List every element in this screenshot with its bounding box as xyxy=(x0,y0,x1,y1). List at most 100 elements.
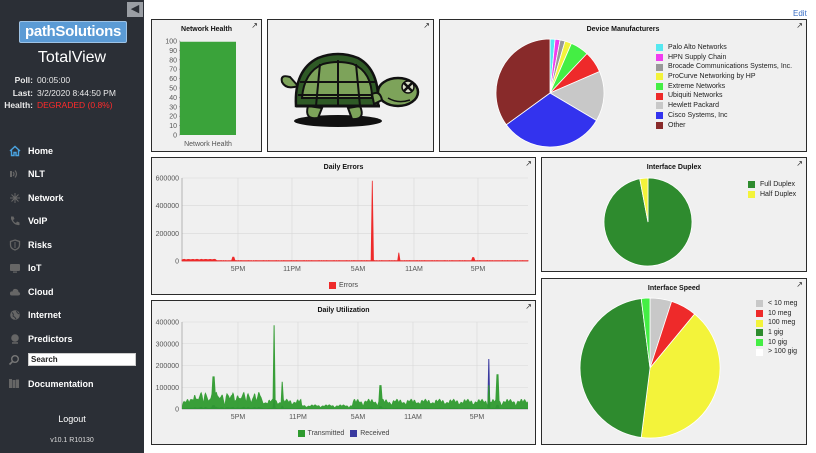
y-tick-label: 90 xyxy=(169,48,177,55)
manufacturer-legend-item[interactable]: Ubiquiti Networks xyxy=(656,91,792,101)
speed-legend-item[interactable]: < 10 meg xyxy=(756,299,797,309)
expand-icon[interactable]: ↗ xyxy=(796,280,803,289)
duplex-legend-item[interactable]: Full Duplex xyxy=(748,180,796,190)
legend-label: Brocade Communications Systems, Inc. xyxy=(668,63,793,71)
search-row xyxy=(8,353,136,366)
nav-item-predictors[interactable]: Predictors xyxy=(0,327,144,351)
nav-item-network[interactable]: Network xyxy=(0,186,144,210)
y-tick-label: 0 xyxy=(175,259,179,266)
manufacturer-legend-item[interactable]: Other xyxy=(656,121,792,131)
interface-speed-title: Interface Speed xyxy=(647,285,701,292)
legend-label: Ubiquiti Networks xyxy=(668,92,723,100)
speed-slice-100-meg[interactable] xyxy=(640,313,721,439)
errors-series-area[interactable] xyxy=(181,180,529,262)
nav-item-iot[interactable]: IoT xyxy=(0,257,144,281)
expand-icon[interactable]: ↗ xyxy=(423,21,430,30)
legend-swatch xyxy=(656,102,663,110)
legend-label: Other xyxy=(668,121,686,129)
expand-icon[interactable]: ↗ xyxy=(525,302,532,311)
expand-icon[interactable]: ↗ xyxy=(251,21,258,30)
legend-label: Transmitted xyxy=(307,430,345,437)
nav-item-voip[interactable]: VoIP xyxy=(0,210,144,234)
network-icon xyxy=(8,191,21,204)
utilization-legend-item[interactable]: Transmitted xyxy=(297,430,345,437)
legend-swatch xyxy=(756,329,763,337)
legend-swatch xyxy=(756,310,763,318)
speed-legend-item[interactable]: > 100 gig xyxy=(756,347,797,357)
manufacturer-legend-item[interactable]: Cisco Systems, Inc xyxy=(656,111,792,121)
network-health-bar[interactable] xyxy=(180,41,236,135)
y-tick-label: 60 xyxy=(169,76,177,83)
expand-icon[interactable]: ↗ xyxy=(796,21,803,30)
transmitted-series-area[interactable] xyxy=(182,325,528,409)
home-icon xyxy=(8,144,21,157)
y-tick-label: 400000 xyxy=(156,320,179,327)
last-row: Last: 3/2/2020 8:44:50 PM xyxy=(2,87,116,100)
collapse-sidebar-button[interactable]: ◀ xyxy=(127,2,143,17)
legend-swatch xyxy=(297,430,305,437)
logout-link[interactable]: Logout xyxy=(58,414,86,424)
manufacturer-legend-item[interactable]: ProCurve Networking by HP xyxy=(656,72,792,82)
speed-legend-item[interactable]: 100 meg xyxy=(756,318,797,328)
manufacturer-legend-item[interactable]: Hewlett Packard xyxy=(656,101,792,111)
speed-slice-1-gig[interactable] xyxy=(579,298,651,438)
errors-legend-item[interactable]: Errors xyxy=(328,282,359,289)
device-manufacturers-legend: Palo Alto Networks HPN Supply Chain Brocad… xyxy=(656,43,792,130)
nav-label-risks: Risks xyxy=(28,239,53,250)
daily-utilization-title: Daily Utilization xyxy=(317,307,370,314)
legend-label: Palo Alto Networks xyxy=(668,44,727,51)
cloud-icon xyxy=(8,285,21,298)
manufacturer-slice-cisco-systems-inc[interactable] xyxy=(505,92,598,148)
y-tick-label: 70 xyxy=(169,67,177,74)
manufacturer-slice-other[interactable] xyxy=(495,38,551,126)
legend-swatch xyxy=(748,181,755,189)
manufacturer-legend-item[interactable]: Brocade Communications Systems, Inc. xyxy=(656,62,792,72)
y-tick-label: 200000 xyxy=(156,363,179,370)
poll-label: Poll: xyxy=(14,75,33,85)
interface-duplex-panel: Interface Duplex ↗ Full Duplex Half Duple… xyxy=(541,157,807,272)
nav-item-cloud[interactable]: Cloud xyxy=(0,280,144,304)
nav-item-internet[interactable]: Internet xyxy=(0,304,144,328)
edit-link[interactable]: Edit xyxy=(793,9,807,18)
speed-legend-item[interactable]: 10 meg xyxy=(756,309,797,319)
interface-duplex-title: Interface Duplex xyxy=(646,164,702,171)
interface-speed-panel: Interface Speed ↗ < 10 meg 10 meg 100 meg 1… xyxy=(541,278,807,445)
version-label: v10.1 R10130 xyxy=(50,437,94,444)
manufacturer-slice-hewlett-packard[interactable] xyxy=(549,71,605,122)
legend-swatch xyxy=(756,348,763,356)
search-input[interactable] xyxy=(28,353,136,366)
x-tick-label: 5PM xyxy=(231,266,246,273)
legend-label: Errors xyxy=(338,282,359,289)
y-tick-label: 50 xyxy=(169,86,177,93)
nav-item-home[interactable]: Home xyxy=(0,139,144,163)
speed-legend-item[interactable]: 1 gig xyxy=(756,328,797,338)
interface-duplex-legend: Full Duplex Half Duplex xyxy=(748,180,796,199)
duplex-slice-half-duplex[interactable] xyxy=(639,177,649,223)
legend-label: 10 meg xyxy=(768,309,792,317)
last-label: Last: xyxy=(12,87,33,98)
nav-item-documentation[interactable]: Documentation xyxy=(8,377,94,390)
y-tick-label: 40 xyxy=(169,95,177,102)
interface-speed-legend: < 10 meg 10 meg 100 meg 1 gig 10 gig > 100 gi… xyxy=(756,299,797,357)
manufacturer-legend-item[interactable]: Extreme Networks xyxy=(656,82,792,92)
pathsolutions-logo: pathSolutions xyxy=(19,21,127,43)
manufacturer-legend-item[interactable]: Palo Alto Networks xyxy=(656,43,792,53)
x-tick-label: 5PM xyxy=(470,414,485,421)
speed-legend-item[interactable]: 10 gig xyxy=(756,338,797,348)
product-name: TotalView xyxy=(37,49,107,66)
sidebar: ◀ pathSolutions TotalView Poll: 00:05:00 … xyxy=(0,0,144,453)
duplex-legend-item[interactable]: Half Duplex xyxy=(748,190,796,200)
manufacturer-legend-item[interactable]: HPN Supply Chain xyxy=(656,53,792,63)
nav-label-voip: VoIP xyxy=(28,216,48,227)
legend-label: HPN Supply Chain xyxy=(668,53,727,61)
expand-icon[interactable]: ↗ xyxy=(525,159,532,168)
speed-slice-10-gig[interactable] xyxy=(640,297,651,369)
health-label: Health: xyxy=(4,100,33,110)
utilization-legend-item[interactable]: Received xyxy=(350,430,389,437)
nav-item-risks[interactable]: Risks xyxy=(0,233,144,257)
y-tick-label: 300000 xyxy=(156,341,179,348)
nav-item-nlt[interactable]: NLT xyxy=(0,163,144,187)
network-health-bar-label: Network Health xyxy=(184,141,232,148)
expand-icon[interactable]: ↗ xyxy=(796,159,803,168)
device-manufacturers-panel: Device Manufacturers ↗ Palo Alto Network… xyxy=(439,19,807,152)
